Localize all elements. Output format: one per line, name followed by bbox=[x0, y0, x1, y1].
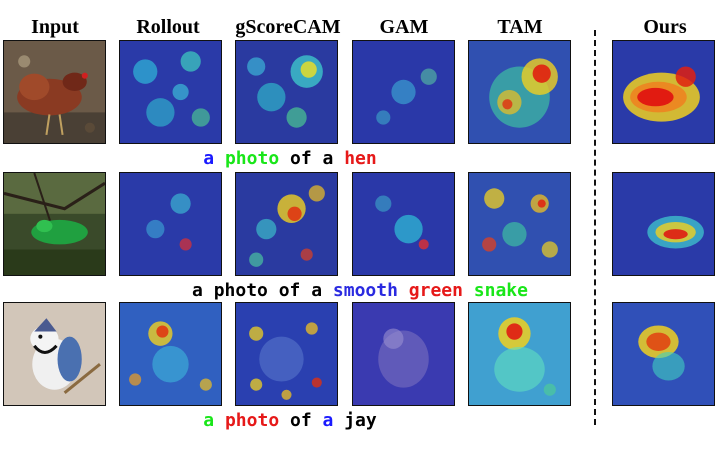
ours-heatmap-hen bbox=[612, 40, 715, 144]
ours-heatmap-jay bbox=[612, 302, 715, 406]
caption-word: of bbox=[290, 410, 323, 431]
input-image-jay bbox=[3, 302, 106, 406]
caption-word: a bbox=[322, 410, 345, 431]
header-gam: GAM bbox=[379, 16, 429, 38]
caption-jay: a photo of a jay bbox=[190, 410, 390, 431]
gscorecam-heatmap-snake bbox=[235, 172, 338, 276]
caption-word: green bbox=[408, 280, 474, 301]
input-image-snake bbox=[3, 172, 106, 276]
caption-word: hen bbox=[344, 148, 377, 169]
caption-snake: a photo of a smooth green snake bbox=[120, 280, 600, 301]
caption-word: smooth bbox=[332, 280, 409, 301]
gam-heatmap-snake bbox=[352, 172, 455, 276]
caption-word: a photo of a bbox=[192, 280, 333, 301]
caption-word: photo bbox=[224, 410, 290, 431]
caption-hen: a photo of a hen bbox=[190, 148, 390, 169]
rollout-heatmap-hen bbox=[119, 40, 222, 144]
input-image-hen bbox=[3, 40, 106, 144]
caption-word: photo bbox=[224, 148, 290, 169]
caption-word: snake bbox=[473, 280, 528, 301]
gscorecam-heatmap-jay bbox=[235, 302, 338, 406]
header-input: Input bbox=[31, 16, 79, 38]
tam-heatmap-hen bbox=[468, 40, 571, 144]
caption-word: of a bbox=[290, 148, 345, 169]
header-rollout: Rollout bbox=[136, 16, 200, 38]
tam-heatmap-snake bbox=[468, 172, 571, 276]
caption-word: a bbox=[203, 148, 225, 169]
column-divider bbox=[594, 30, 596, 425]
header-tam: TAM bbox=[497, 16, 543, 38]
header-ours: Ours bbox=[643, 16, 687, 38]
gam-heatmap-jay bbox=[352, 302, 455, 406]
tam-heatmap-jay bbox=[468, 302, 571, 406]
caption-word: jay bbox=[344, 410, 377, 431]
gscorecam-heatmap-hen bbox=[235, 40, 338, 144]
gam-heatmap-hen bbox=[352, 40, 455, 144]
rollout-heatmap-jay bbox=[119, 302, 222, 406]
rollout-heatmap-snake bbox=[119, 172, 222, 276]
caption-word: a bbox=[203, 410, 225, 431]
header-gscorecam: gScoreCAM bbox=[235, 16, 341, 38]
ours-heatmap-snake bbox=[612, 172, 715, 276]
